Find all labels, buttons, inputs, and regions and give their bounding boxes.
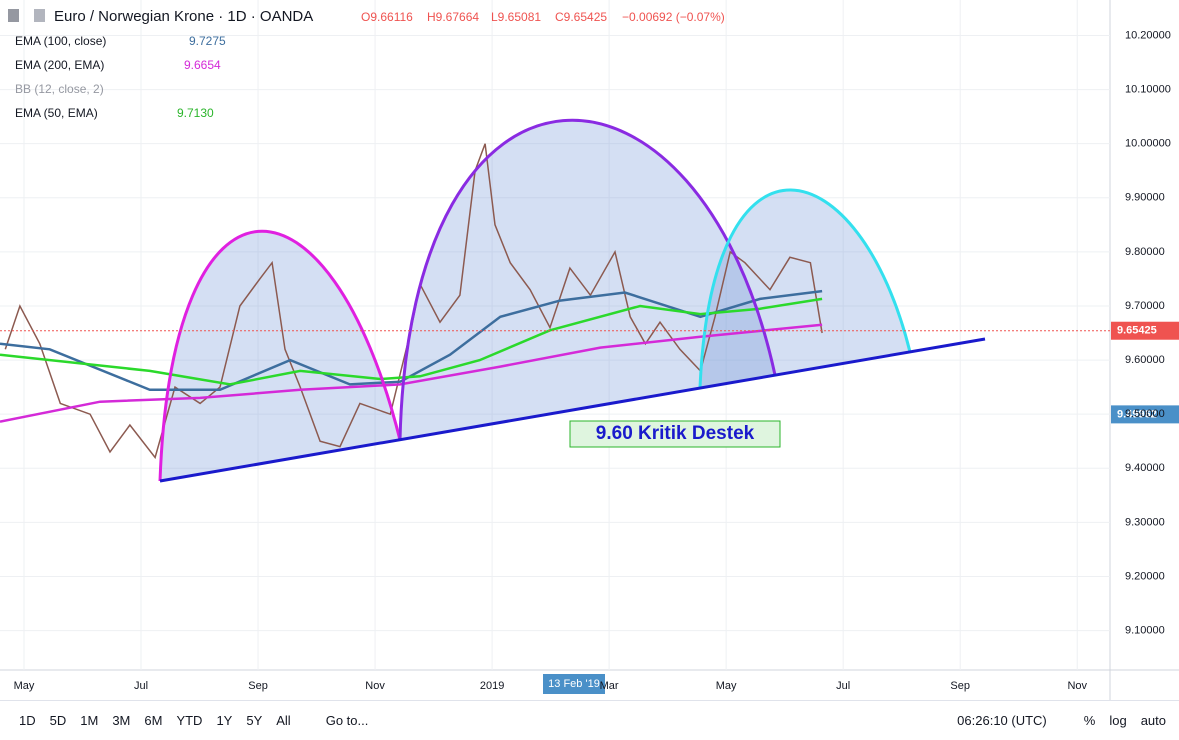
price-label: 9.65425 [1117,325,1157,337]
x-tick-label: Nov [1067,680,1087,692]
y-tick-label: 10.00000 [1125,138,1171,150]
price-label-bg [1111,405,1179,424]
x-tick-label: May [716,680,737,692]
price-label: 9.49962 [1117,408,1157,420]
x-tick-label: 2019 [480,680,504,692]
low: L9.65081 [491,10,541,24]
x-tick-label: Jul [134,680,148,692]
pattern-fills [160,120,910,481]
toolbar-button[interactable]: 5Y [246,713,263,728]
series-line [0,297,823,386]
clock: 06:26:10 (UTC) [957,713,1047,728]
high: H9.67664 [427,10,479,24]
x-tick-label: Nov [365,680,385,692]
symbol: Euro / Norwegian Krone · 1D · OANDA [54,8,313,25]
y-tick-label: 9.40000 [1125,462,1165,474]
y-tick-label: 9.90000 [1125,192,1165,204]
y-tick-label: 9.10000 [1125,624,1165,636]
legend-label: BB (12, close, 2) [15,82,104,96]
x-tick-label: Sep [950,680,970,692]
legend-label: EMA (100, close) [15,34,106,48]
y-tick-label: 9.80000 [1125,246,1165,258]
legend-label: EMA (50, EMA) [15,106,98,120]
toolbar-button[interactable]: % [1083,713,1096,728]
y-tick-label: 10.10000 [1125,83,1171,95]
toolbar: 1D 5D 1M 3M 6M YTD 1Y 5Y All Go to... 06:26:10 (… [0,700,1179,740]
y-tick-label: 9.20000 [1125,570,1165,582]
legend-value: 9.7130 [177,106,214,120]
y-tick-label: 9.70000 [1125,300,1165,312]
y-tick-label: 9.60000 [1125,354,1165,366]
pattern-arcs [158,118,986,483]
x-tick-label: May [14,680,35,692]
annotation-box: 9.60 Kritik Destek [569,420,781,448]
price-label-bg [1111,321,1179,340]
y-tick-label: 9.50000 [1125,408,1165,420]
toolbar-button[interactable]: log [1109,713,1127,728]
open: O9.66116 [361,10,413,24]
hover-label: 13 Feb '19 [548,678,600,690]
y-tick-label: 10.20000 [1125,29,1171,41]
header: Euro / Norwegian Krone · 1D · OANDA O9.6… [8,8,725,25]
legend-value: 9.7275 [189,34,226,48]
range-buttons: 1D 5D 1M 3M 6M YTD 1Y 5Y All [12,713,298,728]
y-tick-label: 9.30000 [1125,516,1165,528]
x-tick-label: Jul [836,680,850,692]
toolbar-button[interactable]: 5D [49,713,67,728]
hover-label-bg [543,674,605,694]
toolbar-button[interactable]: 3M [112,713,131,728]
toolbar-button[interactable]: 1Y [216,713,233,728]
close: C9.65425 [555,10,607,24]
options: % log auto [1077,713,1173,728]
toolbar-button[interactable]: auto [1140,713,1166,728]
legend: EMA (100, close) 9.7275 EMA (200, EMA) 9… [15,34,226,120]
toolbar-button[interactable]: 1D [19,713,36,728]
toolbar-button[interactable]: 1M [80,713,99,728]
legend-label: EMA (200, EMA) [15,58,104,72]
legend-value: 9.6654 [184,58,221,72]
toolbar-button[interactable]: 6M [144,713,163,728]
goto[interactable]: Go to... [325,713,369,728]
x-tick-label: Mar [600,680,619,692]
annotation: 9.60 Kritik Destek [596,423,755,444]
change: −0.00692 (−0.07%) [622,10,725,24]
toolbar-button[interactable]: YTD [176,713,203,728]
series-line [0,323,823,423]
toolbar-button[interactable]: All [276,713,291,728]
x-tick-label: Sep [248,680,268,692]
chart: 9.65425 9.49962 Euro / Norwegian Krone · … [0,0,1179,700]
